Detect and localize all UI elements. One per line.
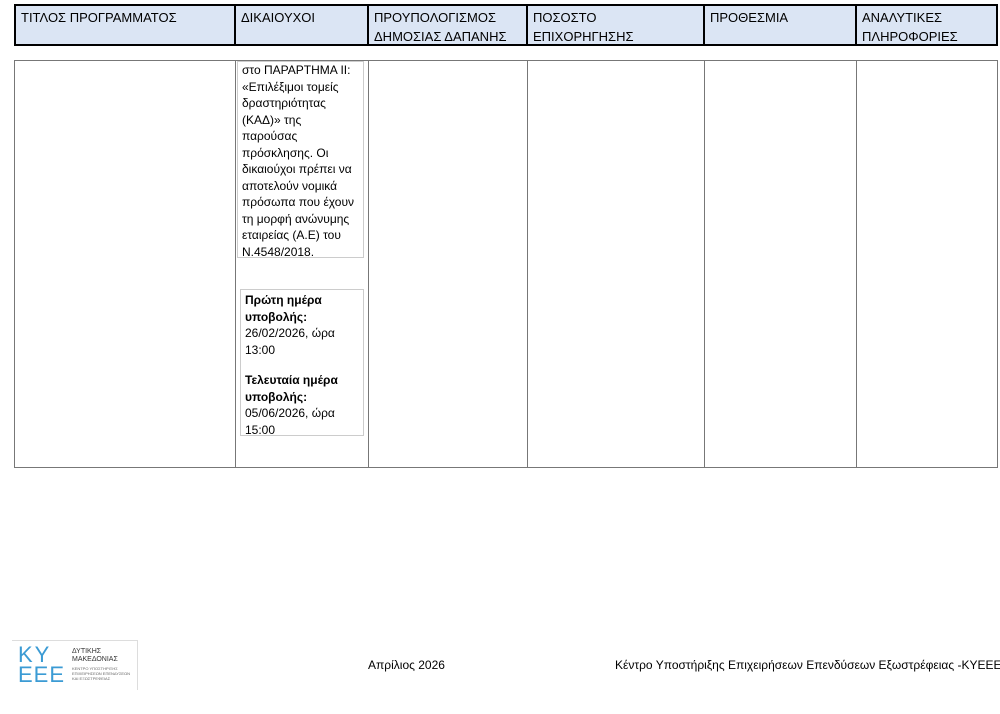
body-cell xyxy=(857,60,998,468)
text-line: αποτελούν νομικά xyxy=(242,178,338,193)
body-cell xyxy=(236,60,369,468)
text-line: δικαιούχοι πρέπει να xyxy=(242,162,352,176)
beneficiaries-text: στο ΠΑΡΑΡΤΗΜΑ ΙΙ: «Επιλέξιμοι τομείς δραστ… xyxy=(237,61,364,259)
logo-bottom: ΕΕΕ xyxy=(18,662,66,687)
header-cell: ΠΡΟΥΠΟΛΟΓΙΣΜΟΣ ΔΗΜΟΣΙΑΣ ΔΑΠΑΝΗΣ xyxy=(369,4,528,46)
logo-region: ΜΑΚΕΔΟΝΙΑΣ xyxy=(72,656,118,663)
body-cell xyxy=(705,60,857,468)
last-date-value: 05/06/2026, ώρα 15:00 xyxy=(245,406,335,437)
body-cell xyxy=(369,60,528,468)
footer-date: Απρίλιος 2026 xyxy=(368,658,445,672)
footer-organization: Κέντρο Υποστήριξης Επιχειρήσεων Επενδύσε… xyxy=(615,658,1000,672)
header-cell: ΔΙΚΑΙΟΥΧΟΙ xyxy=(236,4,369,46)
text-line: πρόσκλησης. Οι xyxy=(242,145,329,160)
body-cell xyxy=(14,60,236,468)
last-date-label: Τελευταία ημέρα υποβολής: xyxy=(245,373,338,404)
text-line: «Επιλέξιμοι τομείς xyxy=(242,79,339,94)
deadline-box: Πρώτη ημέρα υποβολής: 26/02/2026, ώρα 13… xyxy=(240,289,364,437)
header-cell: ΑΝΑΛΥΤΙΚΕΣ ΠΛΗΡΟΦΟΡΙΕΣ xyxy=(857,4,998,46)
text-line: στο ΠΑΡΑΡΤΗΜΑ ΙΙ: xyxy=(242,63,351,77)
text-line: Ν.4548/2018. xyxy=(242,244,315,259)
header-cell: ΠΟΣΟΣΤΟ ΕΠΙΧΟΡΗΓΗΣΗΣ xyxy=(528,4,705,46)
text-line: τη μορφή ανώνυμης xyxy=(242,211,350,226)
header-cell: ΤΙΤΛΟΣ ΠΡΟΓΡΑΜΜΑΤΟΣ xyxy=(14,4,236,46)
header-cell: ΠΡΟΘΕΣΜΙΑ xyxy=(705,4,857,46)
logo-subtitle: ΚΕΝΤΡΟ ΥΠΟΣΤΗΡΙΞΗΣ ΕΠΙΧΕΙΡΗΣΕΩΝ ΕΠΕΝΔΥΣΕ… xyxy=(72,666,130,681)
text-line: εταιρείας (Α.Ε) του xyxy=(242,228,341,242)
text-line: πρόσωπα που έχουν xyxy=(242,195,355,209)
body-cell xyxy=(528,60,705,468)
text-line: δραστηριότητας xyxy=(242,96,326,110)
logo: ΚΥ ΕΕΕ ΔΥΤΙΚΗΣ ΜΑΚΕΔΟΝΙΑΣ ΚΕΝΤΡΟ ΥΠΟΣΤΗΡ… xyxy=(12,640,138,690)
first-date-label: Πρώτη ημέρα υποβολής: xyxy=(245,293,322,324)
text-line: (ΚΑΔ)» της xyxy=(242,112,302,127)
logo-region: ΔΥΤΙΚΗΣ xyxy=(72,648,102,655)
logo-top: ΚΥ xyxy=(18,642,52,667)
text-line: παρούσας xyxy=(242,129,298,143)
first-date-value: 26/02/2026, ώρα 13:00 xyxy=(245,326,335,357)
